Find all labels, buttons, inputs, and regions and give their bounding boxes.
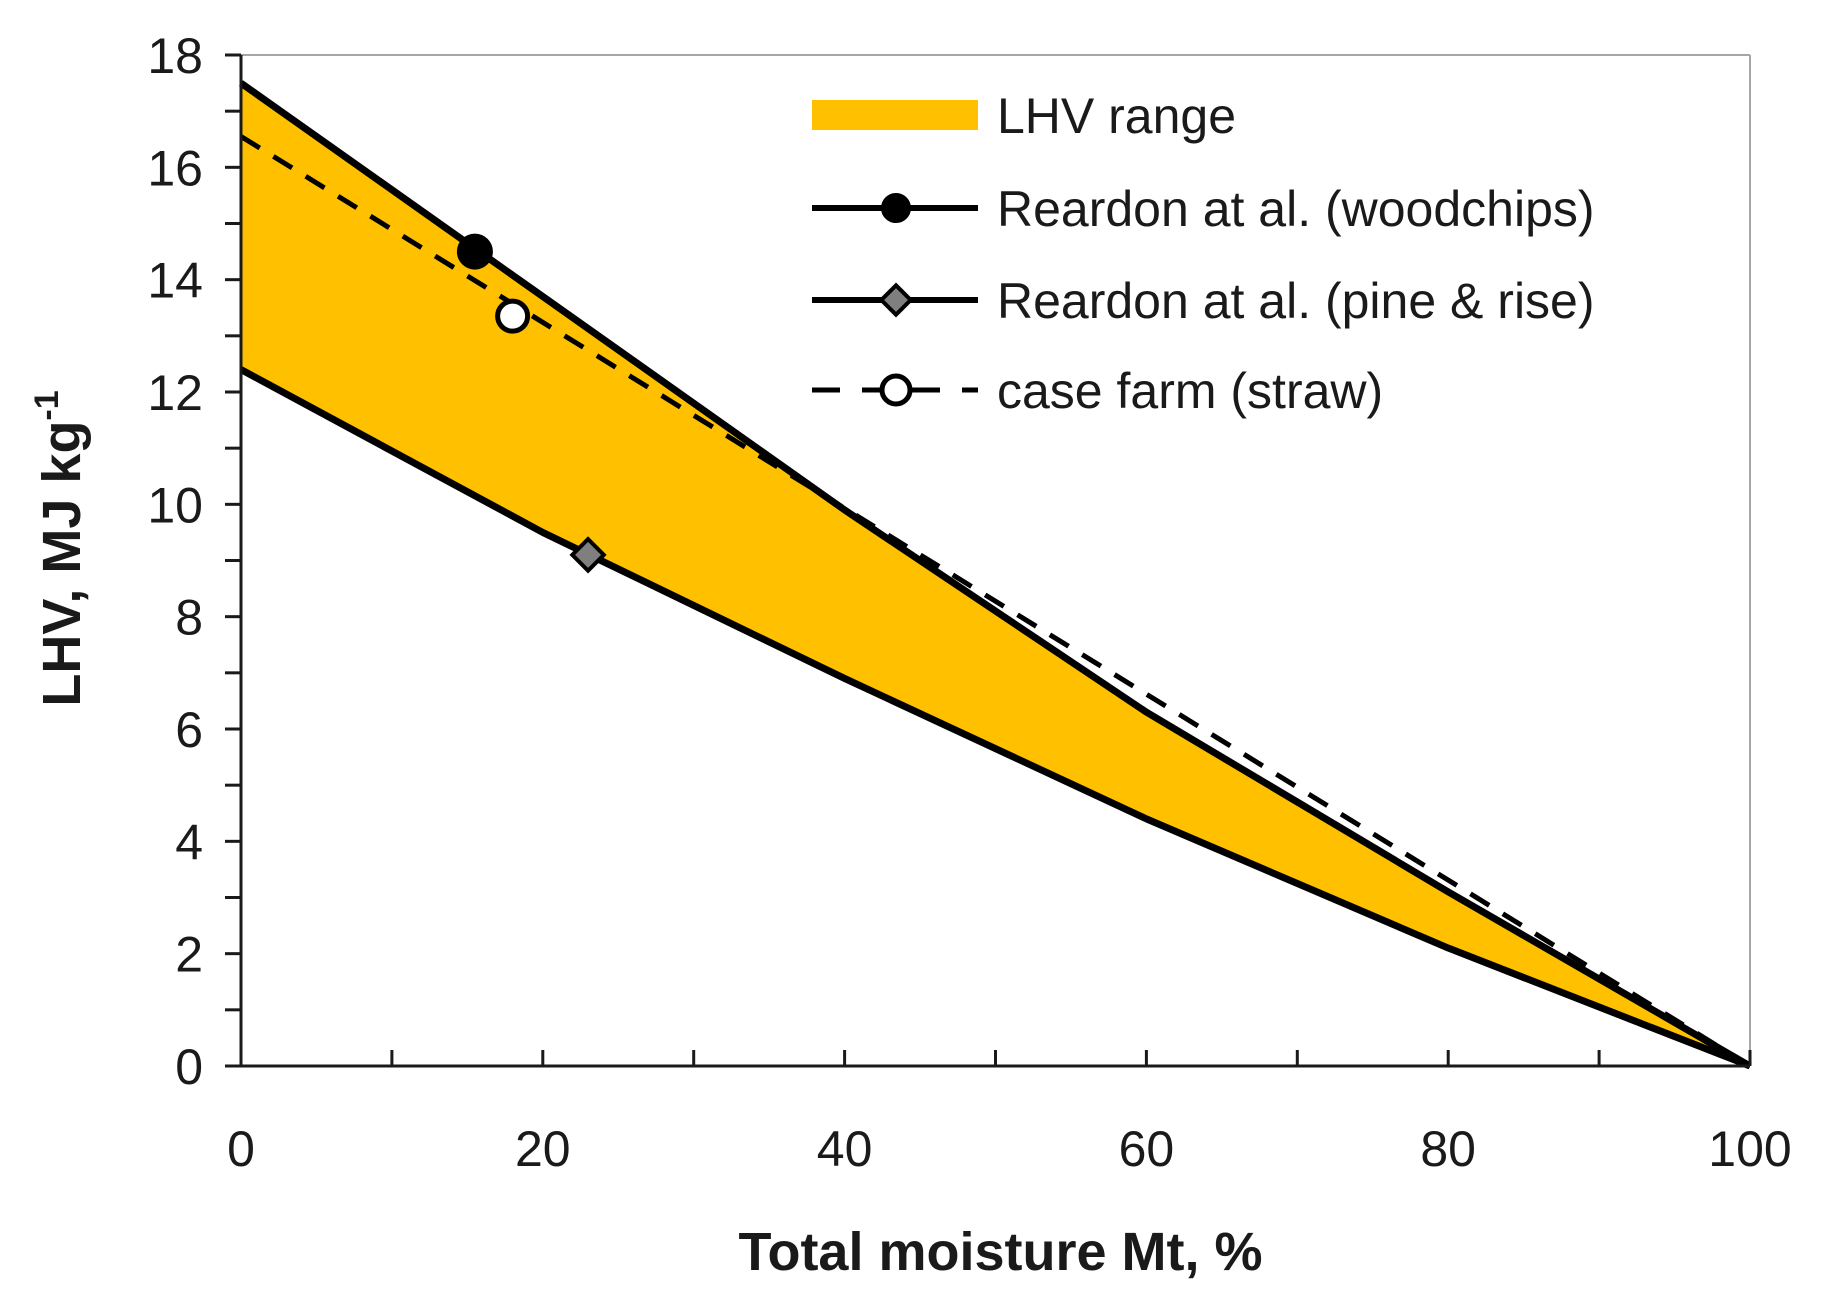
x-tick-label: 60: [1119, 1121, 1175, 1177]
x-tick-label: 80: [1420, 1121, 1476, 1177]
series-line-3: [239, 134, 1752, 1069]
x-tick-label: 0: [227, 1121, 255, 1177]
y-tick-label: 12: [147, 365, 203, 421]
legend-marker-3: [879, 373, 913, 407]
x-tick-label: 100: [1708, 1121, 1791, 1177]
data-point-2: [569, 536, 607, 574]
y-axis-title-superscript: -1: [28, 390, 66, 420]
x-axis-title: Total moisture Mt, %: [738, 1222, 1262, 1282]
legend-swatch-lhv-range: [812, 100, 978, 130]
x-tick-label: 40: [817, 1121, 873, 1177]
legend-label-lhv-range: LHV range: [997, 88, 1236, 144]
y-tick-label: 14: [147, 253, 203, 309]
y-tick-label: 8: [175, 590, 203, 646]
y-tick-label: 10: [147, 477, 203, 533]
y-tick-label: 16: [147, 140, 203, 196]
series-line-2: [239, 366, 1752, 1070]
y-tick-label: 2: [175, 927, 203, 983]
y-axis-title: LHV, MJ kg-1: [28, 390, 92, 706]
y-tick-label: 0: [175, 1039, 203, 1095]
data-point-3: [495, 298, 531, 334]
y-axis-title-main: LHV, MJ kg: [32, 421, 92, 707]
series-line-1: [238, 80, 1752, 1070]
legend-label-3: case farm (straw): [997, 363, 1383, 419]
y-tick-label: 6: [175, 702, 203, 758]
legend-label-1: Reardon at al. (woodchips): [997, 181, 1595, 237]
legend-label-2: Reardon at al. (pine & rise): [997, 273, 1595, 329]
y-tick-label: 4: [175, 814, 203, 870]
data-point-1: [456, 233, 493, 270]
legend-marker-2: [878, 282, 914, 318]
y-tick-label: 18: [147, 28, 203, 84]
legend-marker-1: [881, 193, 911, 223]
x-tick-label: 20: [515, 1121, 571, 1177]
